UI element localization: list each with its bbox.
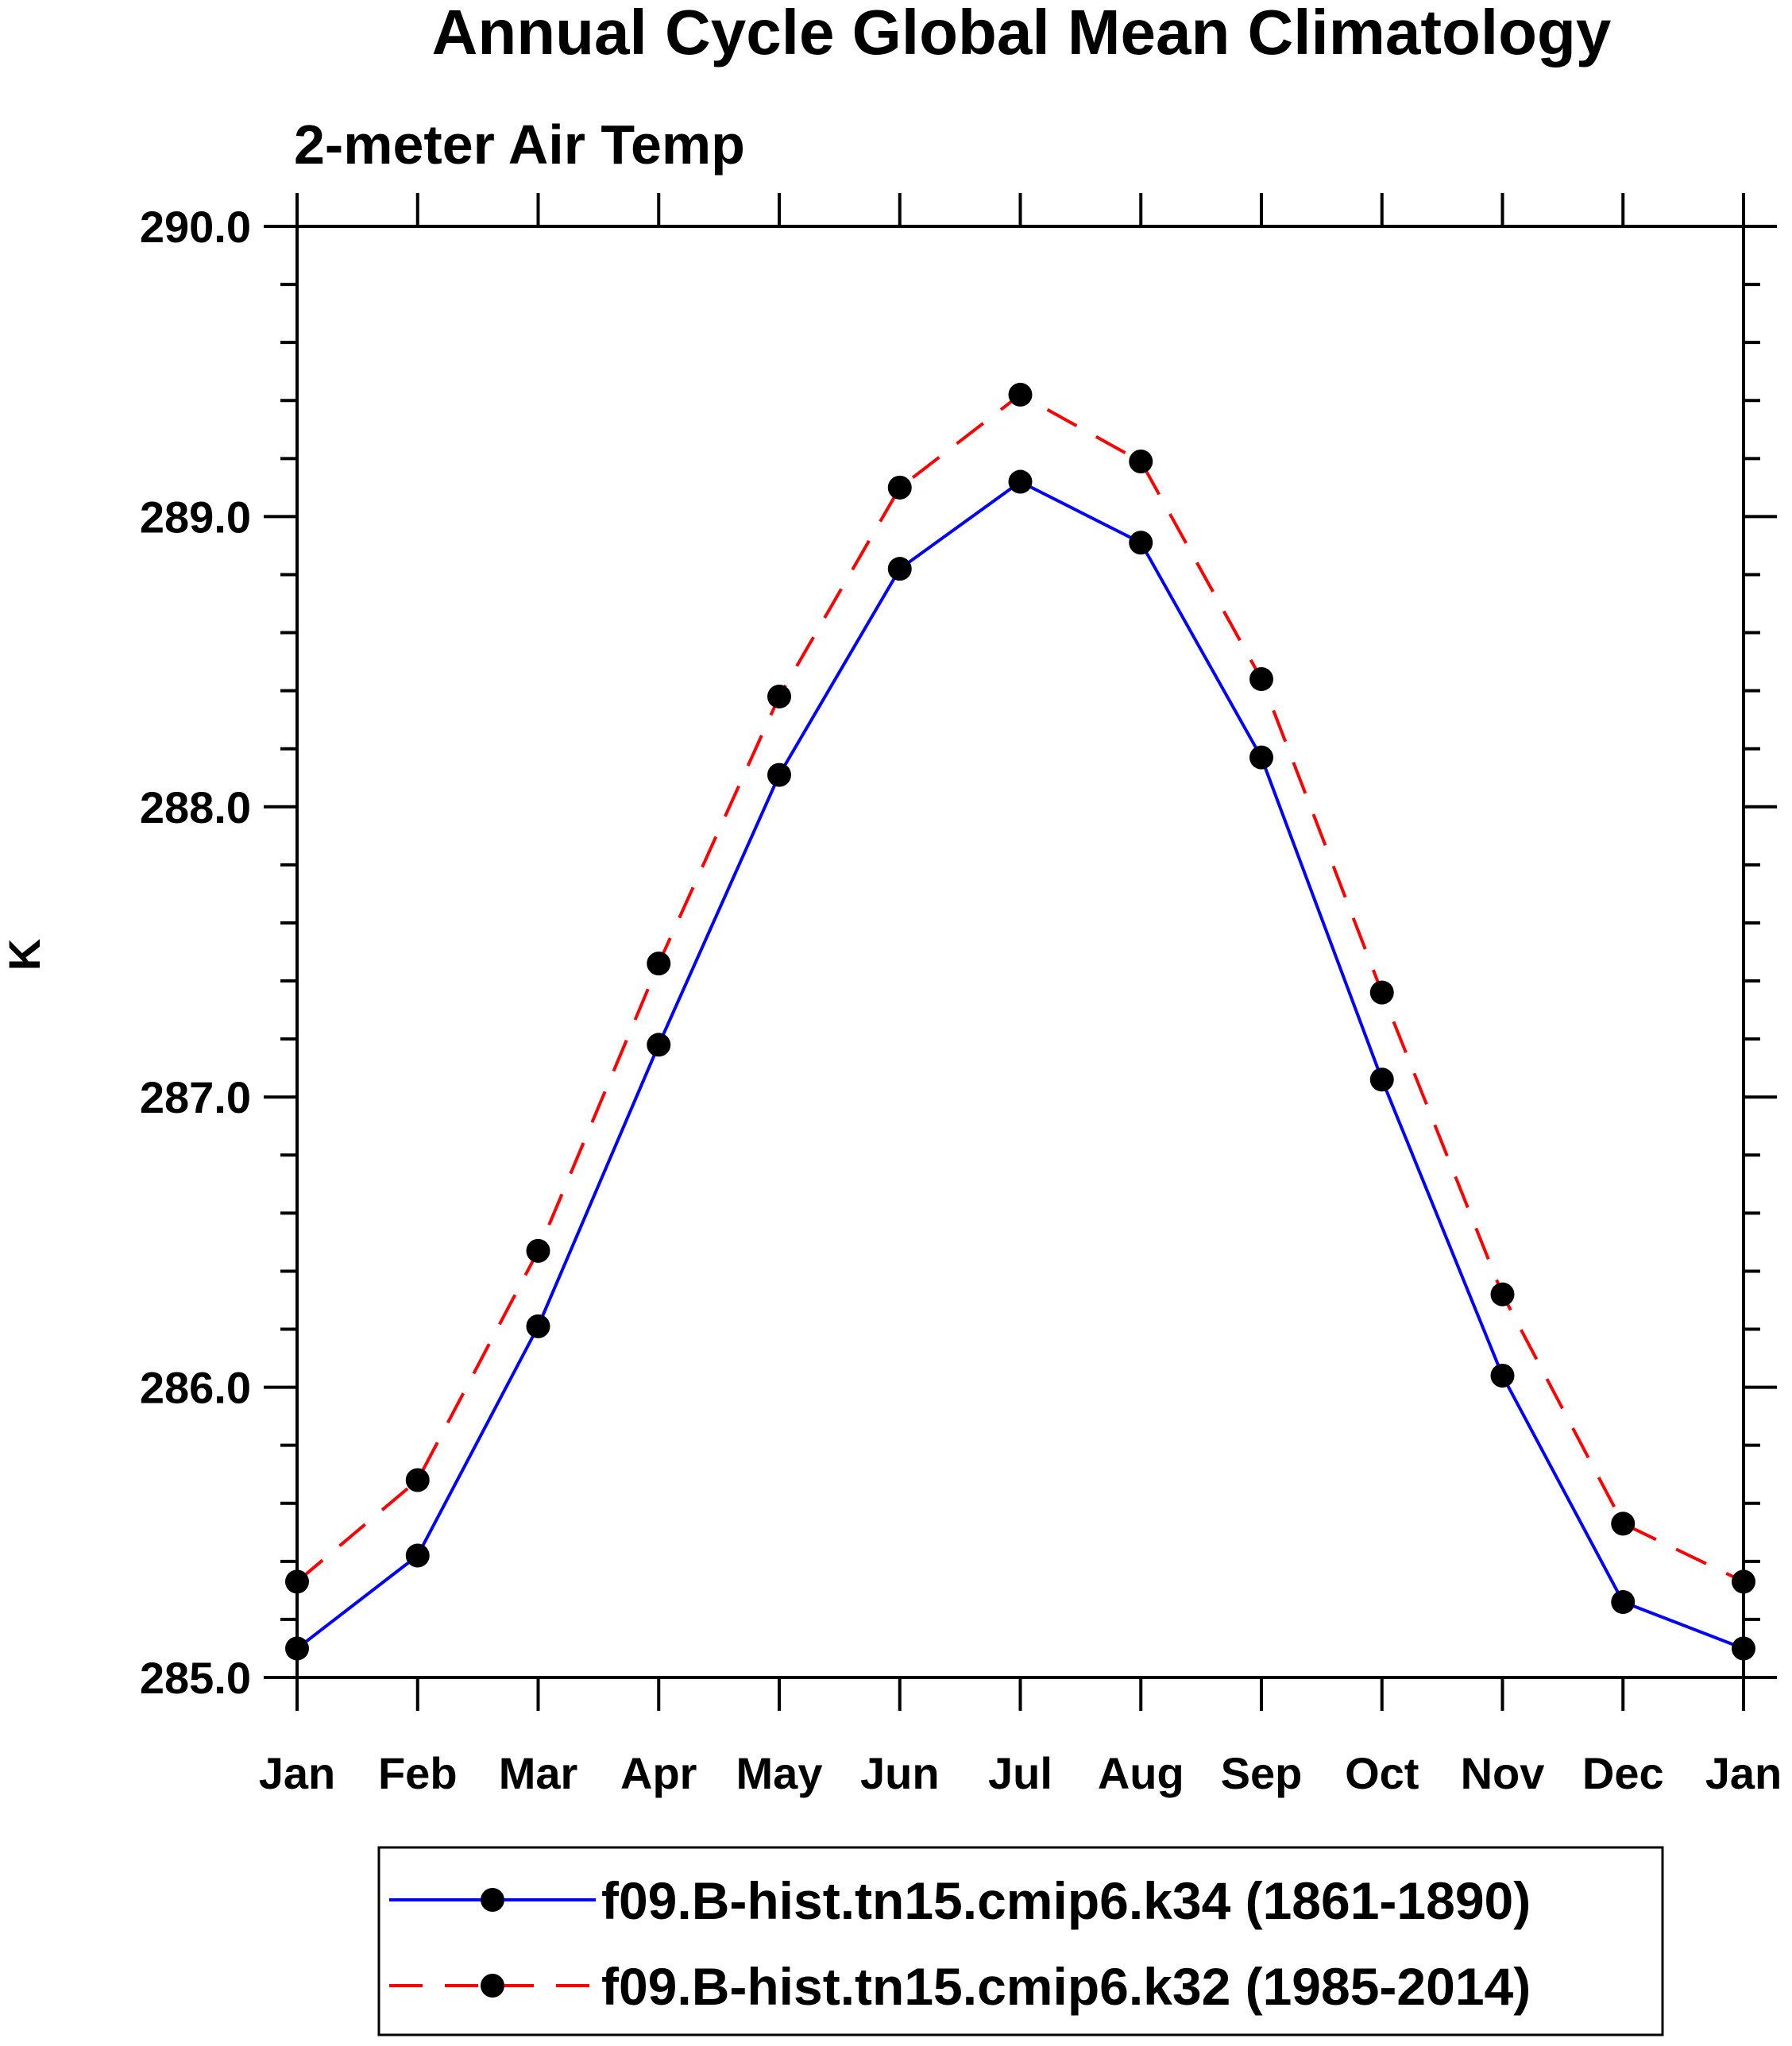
series-1-point <box>526 1314 550 1338</box>
plot-area: 285.0 286.0 287.0 288.0 289.0 290.0 Jan Feb Mar A… <box>140 193 1782 1798</box>
legend-swatch-marker <box>481 1974 504 1998</box>
x-tick-label: Nov <box>1461 1748 1545 1798</box>
x-tick-label: Dec <box>1582 1748 1664 1798</box>
series-1-point <box>285 1636 309 1661</box>
series-1-point <box>1369 1067 1394 1092</box>
y-tick-label: 288.0 <box>140 782 251 832</box>
series-1-point <box>1008 469 1033 494</box>
y-tick-label: 289.0 <box>140 492 251 542</box>
x-tick-label: Sep <box>1221 1748 1303 1798</box>
series-1-point <box>1611 1589 1636 1614</box>
y-tick-label: 287.0 <box>140 1072 251 1122</box>
series-2-point <box>1008 382 1033 407</box>
series-2-point <box>285 1569 309 1594</box>
x-tick-label: Aug <box>1098 1748 1184 1798</box>
x-tick-label: Jul <box>988 1748 1052 1798</box>
legend-label: f09.B-hist.tn15.cmip6.k34 (1861-1890) <box>601 1871 1531 1930</box>
legend-box <box>377 1846 1664 2036</box>
y-tick-label: 290.0 <box>140 202 251 252</box>
chart-subtitle: 2-meter Air Temp <box>294 114 745 176</box>
x-tick-label: Jan <box>1705 1748 1782 1798</box>
series-2-point <box>1490 1282 1515 1307</box>
chart-title: Annual Cycle Global Mean Climatology <box>432 0 1612 68</box>
y-tick-label: 286.0 <box>140 1363 251 1413</box>
x-tick-label: Apr <box>620 1748 697 1798</box>
x-tick-label: May <box>736 1748 823 1798</box>
series-1-point <box>1129 531 1153 555</box>
series-2-point <box>405 1468 430 1492</box>
series-2-point <box>1611 1511 1636 1536</box>
series-2-point <box>647 952 671 976</box>
y-axis-label: K <box>0 939 49 971</box>
series-2-point <box>1249 667 1273 692</box>
series-1-point <box>1490 1363 1515 1388</box>
y-tick-label: 285.0 <box>140 1653 251 1703</box>
legend: f09.B-hist.tn15.cmip6.k34 (1861-1890) f09… <box>377 1846 1664 2036</box>
legend-label: f09.B-hist.tn15.cmip6.k32 (1985-2014) <box>601 1957 1531 2016</box>
series-2-point <box>887 475 912 500</box>
series-1-point <box>1249 745 1273 770</box>
x-tick-label: Jun <box>860 1748 940 1798</box>
series-2-point <box>1369 980 1394 1005</box>
series-line-1 <box>295 480 1744 1650</box>
series-1-point <box>887 557 912 581</box>
legend-swatch-marker <box>481 1888 504 1912</box>
x-tick-label: Feb <box>378 1748 458 1798</box>
series-2-point <box>1129 449 1153 473</box>
series-2-point <box>767 684 791 708</box>
series-1-point <box>405 1543 430 1568</box>
series-1-point <box>647 1033 671 1057</box>
series-1-point <box>1732 1636 1755 1661</box>
series-2-point <box>1732 1569 1755 1594</box>
plot-frame <box>295 225 1745 1679</box>
x-tick-label: Jan <box>259 1748 336 1798</box>
series-line-2 <box>295 392 1744 1584</box>
x-tick-label: Oct <box>1345 1748 1419 1798</box>
series-2-point <box>526 1238 550 1263</box>
x-tick-label: Mar <box>499 1748 578 1798</box>
series-1-point <box>767 762 791 787</box>
